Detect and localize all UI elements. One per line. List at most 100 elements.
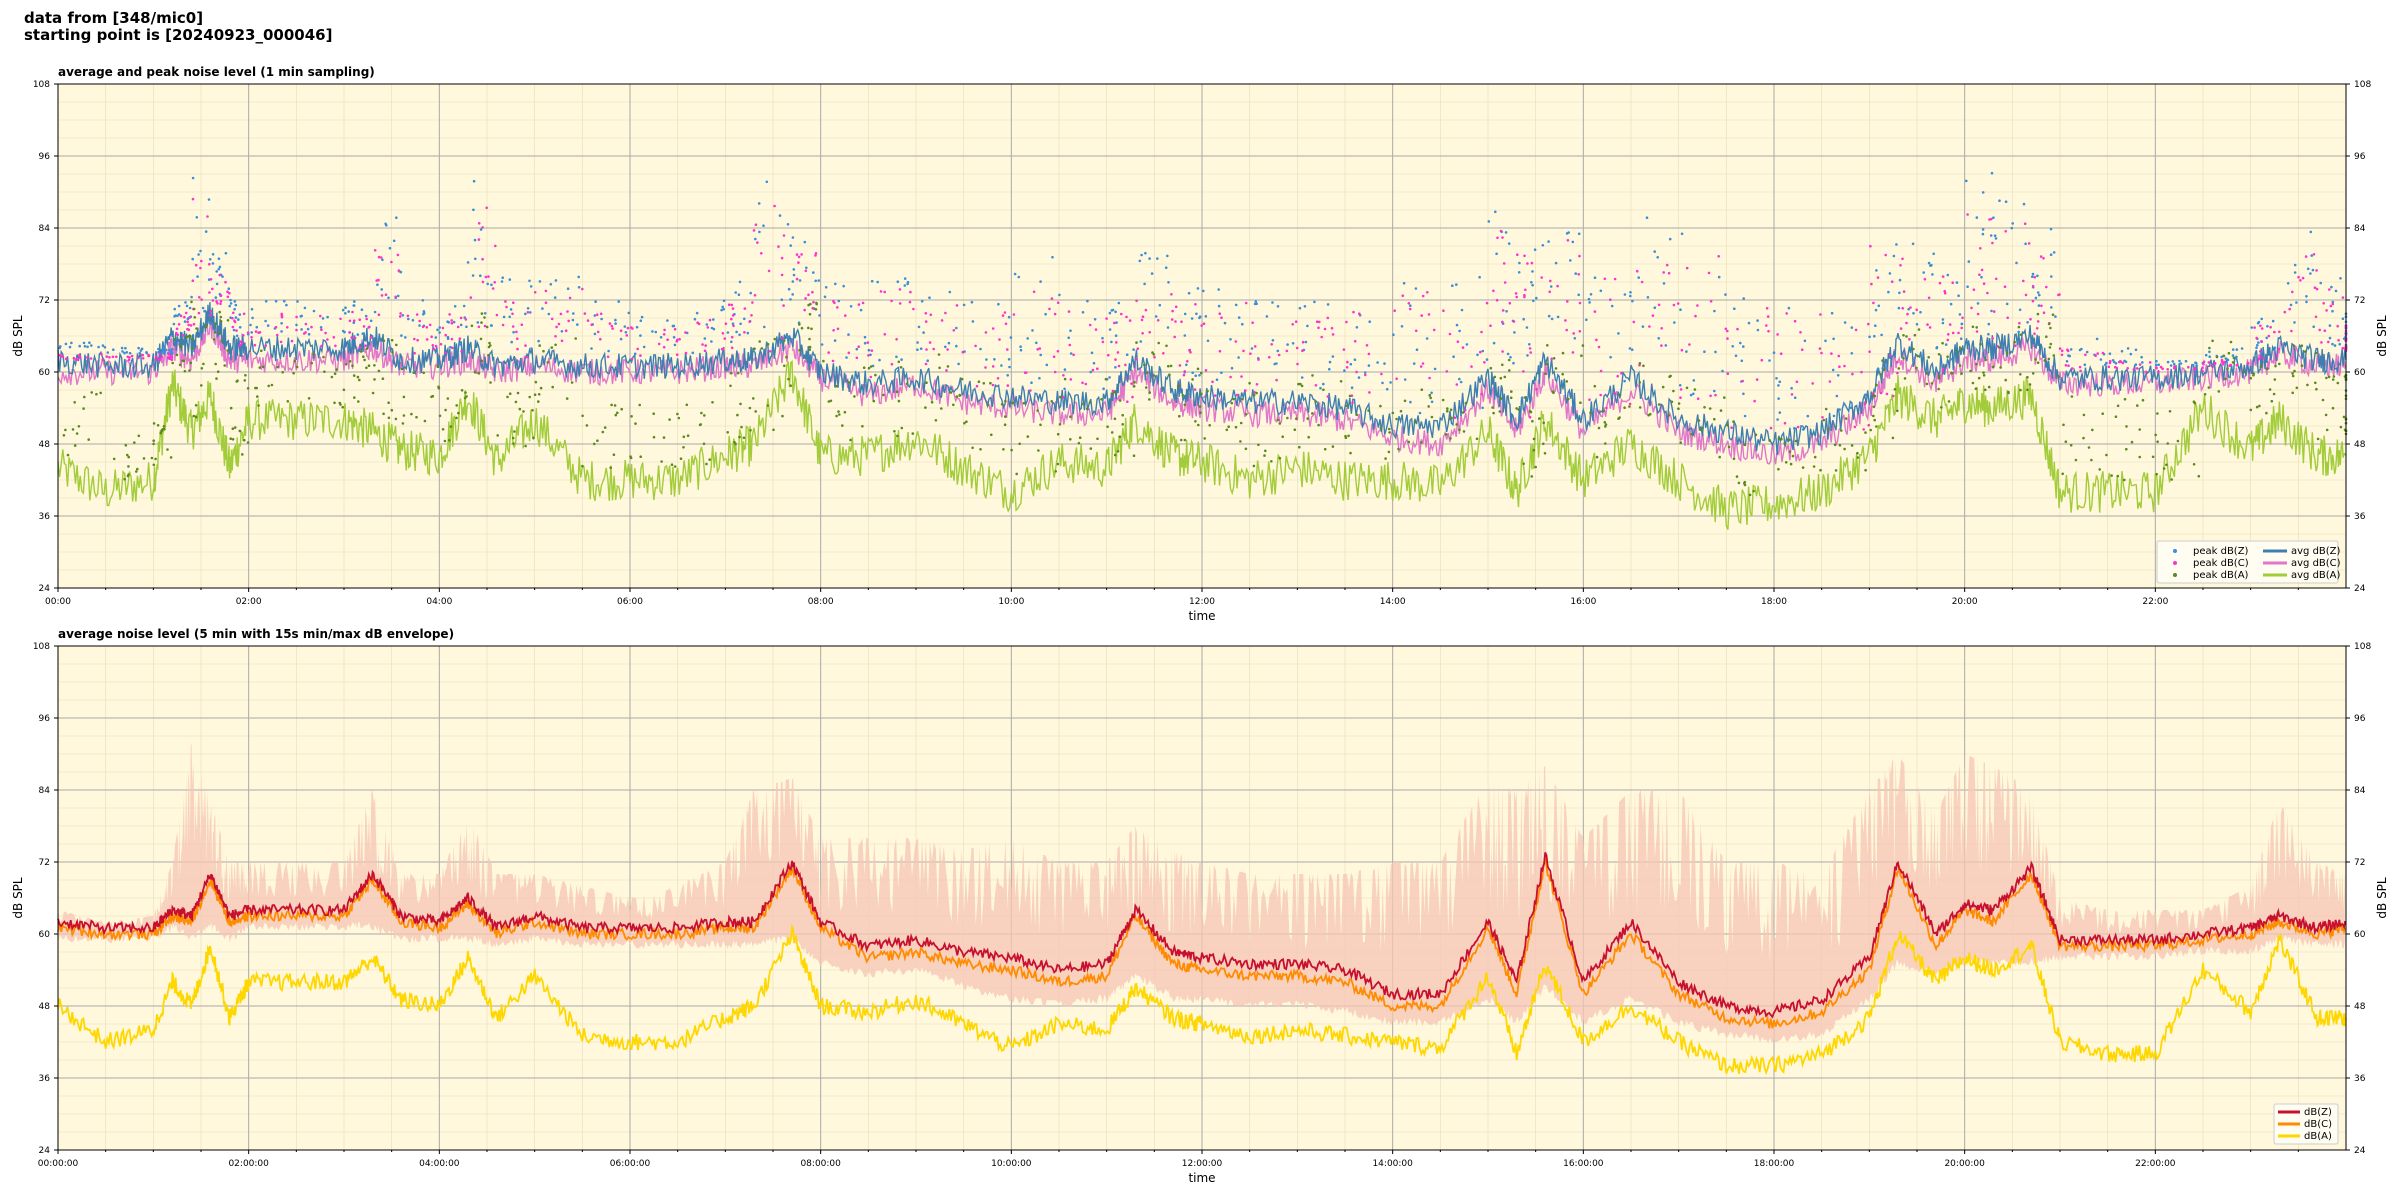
peak-point-peak-db-z-: [381, 258, 384, 262]
peak-point-peak-db-a-: [2295, 386, 2299, 390]
peak-point-peak-db-c-: [350, 336, 354, 339]
x-tick-label: 02:00:00: [228, 1159, 269, 1169]
peak-point-peak-db-c-: [1528, 415, 1532, 419]
peak-point-peak-db-a-: [1515, 407, 1518, 410]
y-tick-label-right: 72: [2354, 296, 2365, 306]
peak-point-peak-db-c-: [975, 384, 979, 388]
peak-point-peak-db-c-: [2337, 339, 2340, 342]
peak-point-peak-db-a-: [754, 410, 757, 413]
peak-point-peak-db-c-: [1489, 324, 1492, 328]
peak-point-peak-db-z-: [2169, 364, 2173, 367]
peak-point-peak-db-a-: [1941, 341, 1944, 345]
peak-point-peak-db-a-: [603, 426, 607, 429]
peak-point-peak-db-z-: [400, 334, 403, 337]
peak-point-peak-db-z-: [2017, 330, 2020, 334]
peak-point-peak-db-z-: [1998, 199, 2001, 202]
peak-point-peak-db-a-: [382, 412, 385, 416]
peak-point-peak-db-c-: [208, 262, 211, 266]
peak-point-peak-db-a-: [1873, 394, 1877, 398]
peak-point-peak-db-a-: [938, 366, 941, 370]
peak-point-peak-db-c-: [2222, 360, 2226, 364]
peak-point-peak-db-a-: [738, 435, 741, 439]
peak-point-peak-db-z-: [1108, 328, 1112, 331]
peak-point-peak-db-z-: [2257, 341, 2260, 344]
peak-point-peak-db-a-: [2242, 370, 2246, 374]
peak-point-peak-db-z-: [1927, 261, 1931, 265]
peak-point-peak-db-a-: [219, 315, 223, 319]
peak-point-peak-db-a-: [496, 434, 500, 437]
peak-point-peak-db-c-: [377, 313, 381, 317]
peak-point-peak-db-a-: [365, 366, 368, 370]
peak-point-peak-db-c-: [879, 290, 883, 293]
peak-point-peak-db-a-: [766, 404, 769, 407]
peak-point-peak-db-c-: [590, 323, 593, 327]
peak-point-peak-db-c-: [1961, 316, 1964, 320]
peak-point-peak-db-a-: [2208, 346, 2211, 350]
peak-point-peak-db-z-: [1481, 349, 1485, 353]
peak-point-peak-db-a-: [169, 456, 173, 459]
peak-point-peak-db-a-: [2339, 425, 2343, 429]
peak-point-peak-db-c-: [1709, 300, 1713, 303]
peak-point-peak-db-a-: [1307, 435, 1310, 439]
peak-point-peak-db-z-: [120, 346, 124, 350]
peak-point-peak-db-z-: [1254, 300, 1258, 303]
peak-point-peak-db-z-: [1273, 362, 1276, 366]
peak-point-peak-db-a-: [213, 331, 217, 334]
peak-point-peak-db-a-: [1503, 375, 1507, 379]
peak-point-peak-db-z-: [962, 303, 966, 307]
peak-point-peak-db-a-: [356, 375, 360, 379]
peak-point-peak-db-a-: [1925, 372, 1928, 375]
peak-point-peak-db-a-: [1844, 417, 1848, 420]
peak-point-peak-db-z-: [1587, 297, 1591, 301]
peak-point-peak-db-a-: [1856, 456, 1860, 459]
peak-point-peak-db-c-: [1906, 312, 1909, 316]
peak-point-peak-db-c-: [630, 357, 634, 361]
peak-point-peak-db-a-: [358, 378, 361, 382]
peak-point-peak-db-a-: [83, 395, 86, 399]
peak-point-peak-db-c-: [2301, 276, 2305, 280]
peak-point-peak-db-c-: [211, 287, 214, 291]
peak-point-peak-db-z-: [617, 300, 620, 303]
peak-point-peak-db-a-: [2273, 378, 2277, 381]
peak-point-peak-db-a-: [629, 455, 632, 458]
peak-point-peak-db-c-: [1694, 314, 1697, 318]
peak-point-peak-db-a-: [955, 395, 959, 398]
peak-point-peak-db-a-: [867, 366, 871, 370]
peak-point-peak-db-a-: [822, 359, 825, 363]
peak-point-peak-db-c-: [1091, 368, 1095, 372]
peak-point-peak-db-a-: [1881, 359, 1884, 362]
peak-point-peak-db-z-: [2050, 306, 2053, 309]
peak-point-peak-db-z-: [1156, 257, 1159, 260]
peak-point-peak-db-c-: [836, 327, 840, 331]
peak-point-peak-db-z-: [1039, 280, 1042, 283]
peak-point-peak-db-z-: [1198, 374, 1201, 377]
peak-point-peak-db-a-: [2166, 442, 2169, 445]
peak-point-peak-db-a-: [1937, 374, 1941, 378]
peak-point-peak-db-c-: [1069, 378, 1073, 381]
peak-point-peak-db-z-: [916, 341, 919, 344]
peak-point-peak-db-a-: [293, 359, 297, 363]
peak-point-peak-db-c-: [1353, 340, 1357, 343]
peak-point-peak-db-c-: [274, 325, 278, 329]
peak-point-peak-db-z-: [392, 239, 396, 243]
peak-point-peak-db-c-: [1126, 400, 1129, 404]
peak-point-peak-db-a-: [166, 448, 169, 451]
peak-point-peak-db-a-: [1100, 398, 1103, 401]
x-tick-label: 20:00: [1952, 597, 1978, 607]
peak-point-peak-db-a-: [487, 354, 490, 357]
peak-point-peak-db-a-: [986, 403, 989, 407]
peak-point-peak-db-z-: [1623, 379, 1626, 383]
peak-point-peak-db-z-: [1777, 384, 1780, 387]
peak-point-peak-db-a-: [257, 404, 260, 407]
peak-point-peak-db-a-: [532, 436, 535, 440]
peak-point-peak-db-z-: [624, 331, 628, 334]
peak-point-peak-db-a-: [1794, 439, 1798, 443]
peak-point-peak-db-z-: [1110, 309, 1114, 312]
peak-point-peak-db-z-: [734, 291, 737, 294]
peak-point-peak-db-c-: [946, 348, 949, 351]
peak-point-peak-db-c-: [78, 356, 82, 359]
peak-point-peak-db-a-: [1813, 455, 1817, 459]
peak-point-peak-db-c-: [130, 354, 134, 358]
peak-point-peak-db-z-: [703, 337, 707, 340]
peak-point-peak-db-a-: [749, 429, 752, 432]
